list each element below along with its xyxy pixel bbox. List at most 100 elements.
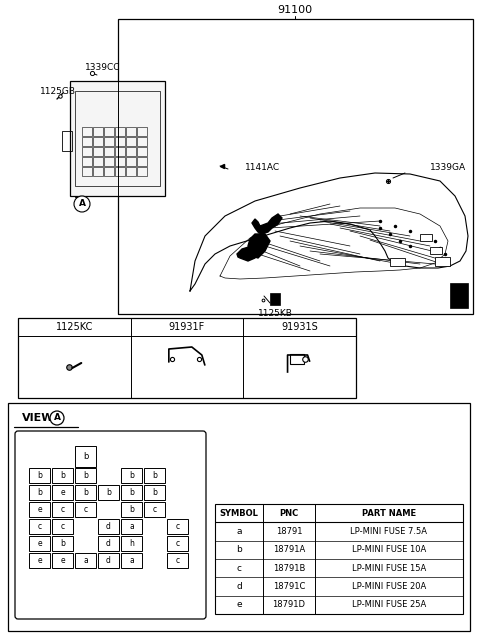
Text: 1339CC: 1339CC bbox=[85, 64, 120, 73]
Text: b: b bbox=[60, 539, 65, 548]
Bar bbox=[93, 147, 103, 156]
Bar bbox=[121, 519, 142, 534]
Text: e: e bbox=[37, 505, 42, 514]
Bar bbox=[126, 157, 136, 166]
Bar bbox=[104, 147, 114, 156]
Bar bbox=[75, 446, 96, 467]
Bar bbox=[126, 127, 136, 136]
Text: c: c bbox=[60, 505, 65, 514]
Text: b: b bbox=[37, 471, 42, 480]
Text: LP-MINI FUSE 20A: LP-MINI FUSE 20A bbox=[352, 582, 426, 591]
Text: d: d bbox=[106, 539, 111, 548]
Text: 18791A: 18791A bbox=[273, 545, 305, 555]
Text: LP-MINI FUSE 7.5A: LP-MINI FUSE 7.5A bbox=[350, 527, 428, 536]
Bar bbox=[70, 81, 165, 196]
Circle shape bbox=[74, 196, 90, 212]
Bar bbox=[29, 468, 50, 483]
Bar bbox=[75, 91, 160, 186]
Text: c: c bbox=[37, 522, 42, 531]
Bar bbox=[104, 167, 114, 176]
Text: SYMBOL: SYMBOL bbox=[219, 509, 258, 518]
Bar bbox=[98, 519, 119, 534]
Text: b: b bbox=[152, 471, 157, 480]
Text: c: c bbox=[60, 522, 65, 531]
Bar bbox=[98, 485, 119, 500]
Bar bbox=[137, 137, 147, 146]
Bar bbox=[115, 127, 125, 136]
Bar bbox=[137, 157, 147, 166]
Text: 1141AC: 1141AC bbox=[245, 163, 280, 172]
Bar bbox=[167, 553, 188, 568]
FancyBboxPatch shape bbox=[15, 431, 206, 619]
Text: e: e bbox=[37, 556, 42, 565]
Bar bbox=[93, 137, 103, 146]
Bar bbox=[75, 468, 96, 483]
Bar bbox=[29, 502, 50, 517]
Bar bbox=[115, 137, 125, 146]
Bar bbox=[144, 468, 165, 483]
Text: b: b bbox=[37, 488, 42, 497]
Text: e: e bbox=[37, 539, 42, 548]
Circle shape bbox=[50, 411, 64, 425]
Bar bbox=[450, 283, 468, 308]
Text: b: b bbox=[83, 471, 88, 480]
Bar bbox=[82, 147, 92, 156]
Text: 18791B: 18791B bbox=[273, 563, 305, 572]
Text: a: a bbox=[129, 556, 134, 565]
Bar bbox=[62, 131, 72, 151]
Polygon shape bbox=[248, 234, 270, 258]
Text: b: b bbox=[83, 452, 88, 461]
Text: 91931F: 91931F bbox=[168, 322, 205, 332]
Text: PART NAME: PART NAME bbox=[362, 509, 416, 518]
Text: e: e bbox=[60, 556, 65, 565]
Text: 91100: 91100 bbox=[277, 5, 312, 15]
Bar bbox=[126, 147, 136, 156]
Bar bbox=[390, 258, 405, 266]
Text: d: d bbox=[106, 522, 111, 531]
Bar bbox=[270, 293, 280, 305]
Bar bbox=[118, 19, 473, 314]
Bar bbox=[121, 536, 142, 551]
Text: 1339GA: 1339GA bbox=[430, 163, 466, 172]
Bar bbox=[52, 485, 73, 500]
Bar bbox=[82, 157, 92, 166]
Bar bbox=[104, 127, 114, 136]
Text: b: b bbox=[129, 488, 134, 497]
Bar bbox=[52, 553, 73, 568]
Bar bbox=[29, 519, 50, 534]
Bar bbox=[137, 147, 147, 156]
Bar bbox=[93, 157, 103, 166]
Bar bbox=[8, 403, 470, 631]
Bar bbox=[121, 502, 142, 517]
Bar bbox=[52, 536, 73, 551]
Text: c: c bbox=[237, 563, 241, 572]
Text: e: e bbox=[236, 600, 242, 609]
Text: b: b bbox=[129, 505, 134, 514]
Text: a: a bbox=[83, 556, 88, 565]
Text: b: b bbox=[129, 471, 134, 480]
Text: d: d bbox=[236, 582, 242, 591]
Bar bbox=[82, 137, 92, 146]
Bar bbox=[98, 553, 119, 568]
Bar bbox=[29, 553, 50, 568]
Bar bbox=[18, 318, 356, 398]
Bar bbox=[115, 157, 125, 166]
Bar bbox=[115, 147, 125, 156]
Polygon shape bbox=[252, 214, 282, 234]
Text: h: h bbox=[129, 539, 134, 548]
Bar bbox=[104, 157, 114, 166]
Text: b: b bbox=[152, 488, 157, 497]
Bar bbox=[75, 485, 96, 500]
Text: 1125GB: 1125GB bbox=[40, 88, 76, 97]
Text: 18791C: 18791C bbox=[273, 582, 305, 591]
Bar bbox=[98, 536, 119, 551]
Bar bbox=[215, 504, 463, 614]
Bar bbox=[167, 519, 188, 534]
Text: c: c bbox=[175, 556, 180, 565]
Bar bbox=[420, 234, 432, 241]
Text: b: b bbox=[83, 488, 88, 497]
Bar bbox=[167, 536, 188, 551]
Bar bbox=[82, 167, 92, 176]
Text: LP-MINI FUSE 15A: LP-MINI FUSE 15A bbox=[352, 563, 426, 572]
Bar bbox=[430, 247, 442, 254]
